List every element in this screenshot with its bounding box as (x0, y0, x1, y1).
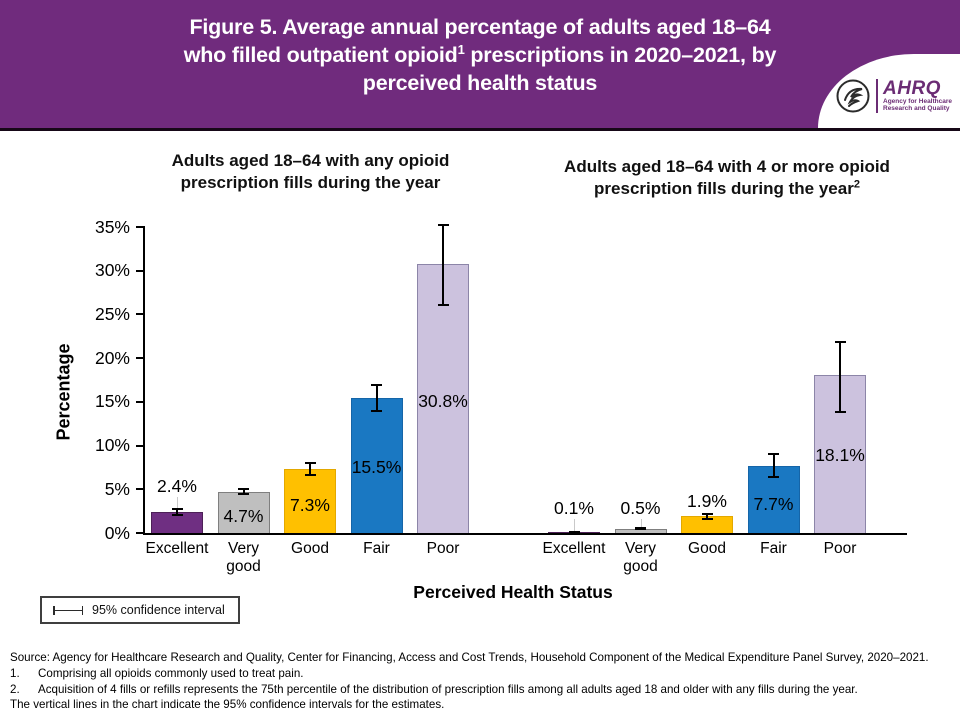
error-bar-line (375, 384, 378, 413)
error-bar-cap-top (635, 526, 646, 529)
error-bar-cap-top (768, 453, 779, 456)
y-tick-label: 0% (104, 522, 130, 543)
y-tick-mark (136, 357, 145, 360)
value-label: 7.3% (290, 494, 330, 515)
y-tick-mark (136, 488, 145, 491)
footnote-ref-2: 2 (853, 178, 860, 191)
leader-line (574, 518, 575, 533)
ahrq-logo-text: AHRQ Agency for Healthcare Research and … (883, 77, 954, 113)
value-label: 4.7% (223, 506, 264, 527)
bar (350, 397, 403, 533)
y-tick-mark (136, 269, 145, 272)
category-label: Fair (760, 540, 787, 557)
x-axis-title: Perceived Health Status (413, 582, 613, 602)
legend-box: 95% confidence interval (40, 596, 240, 624)
bar (417, 263, 469, 533)
error-bar-cap-bottom (834, 411, 846, 414)
value-label: 15.5% (351, 457, 402, 478)
title-banner: Figure 5. Average annual percentage of a… (0, 0, 960, 131)
logo-divider (876, 79, 878, 113)
confidence-interval-icon (53, 605, 83, 616)
leader-line (640, 518, 642, 529)
category-label: Poor (823, 540, 857, 557)
category-label: Fair (363, 540, 390, 557)
value-label: 7.7% (753, 494, 794, 515)
value-label: 0.1% (554, 497, 594, 518)
y-tick-mark (136, 400, 145, 403)
error-bar-cap-bottom (568, 531, 580, 533)
error-bar-line (772, 453, 775, 478)
footnote-1: 1. Comprising all opioids commonly used … (10, 666, 304, 680)
error-bar-cap-top (701, 512, 713, 515)
ahrq-acronym: AHRQ (883, 77, 941, 99)
value-label: 2.4% (157, 475, 197, 496)
error-bar-line (442, 224, 444, 306)
category-label: Good (688, 540, 726, 557)
y-tick-mark (136, 226, 145, 228)
y-tick-mark (136, 313, 145, 316)
error-bar-cap-bottom (238, 493, 249, 496)
error-bar-line (176, 507, 178, 517)
panel-title-4plus-fills: Adults aged 18–64 with 4 or more opioid … (564, 157, 890, 198)
category-label: Very good (226, 540, 261, 575)
source-line: Source: Agency for Healthcare Research a… (10, 651, 929, 664)
footnote-ref-1: 1 (457, 41, 465, 57)
category-label: Excellent (145, 540, 209, 557)
error-bar-cap-bottom (635, 528, 646, 531)
hhs-eagle-icon (836, 79, 870, 113)
value-label: 18.1% (815, 445, 865, 466)
category-label: Poor (426, 540, 460, 557)
footnotes: Source: Agency for Healthcare Research a… (10, 650, 956, 713)
error-bar-cap-top (304, 462, 316, 465)
error-bar-cap-bottom (171, 514, 183, 517)
error-bar-line (706, 512, 708, 520)
error-bar-line (839, 340, 841, 414)
error-bar-cap-bottom (701, 517, 713, 520)
error-bar-cap-top (238, 488, 249, 491)
error-bar-cap-top (371, 384, 382, 387)
error-bar-cap-top (171, 507, 183, 510)
figure-title: Figure 5. Average annual percentage of a… (0, 0, 960, 97)
category-label: Excellent (542, 540, 606, 557)
leader-line (177, 496, 178, 513)
y-tick-mark (136, 532, 145, 534)
ahrq-tagline-line2: Research and Quality (883, 105, 950, 112)
error-bar-cap-bottom (768, 475, 779, 478)
bar (284, 469, 336, 533)
y-tick-label: 15% (94, 391, 130, 412)
category-label: Very good (623, 540, 658, 575)
error-bar-line (242, 488, 245, 496)
value-label: 30.8% (418, 390, 468, 411)
footnote-2: 2. Acquisition of 4 fills or refills rep… (10, 682, 858, 696)
category-label: Good (291, 540, 329, 557)
y-tick-mark (136, 444, 145, 447)
y-tick-label: 30% (94, 260, 130, 281)
legend-label: 95% confidence interval (92, 603, 225, 617)
error-bar-cap-top (834, 340, 846, 343)
ahrq-tagline-line1: Agency for Healthcare (883, 97, 952, 105)
figure-title-line3: perceived health status (362, 71, 598, 95)
plot-area: 0% 5% 10% 15% 20% 25% 30% 35% 2.4% Excellent 4.7% V… (95, 217, 907, 575)
error-bar-cap-top (437, 224, 449, 227)
confidence-interval-note: The vertical lines in the chart indicate… (10, 698, 445, 712)
bar (217, 491, 270, 533)
y-tick-label: 10% (94, 435, 130, 456)
y-tick-label: 35% (94, 216, 130, 237)
panel-title-any-fills: Adults aged 18–64 with any opioid prescr… (171, 151, 450, 192)
figure-title-line1: Figure 5. Average annual percentage of a… (189, 15, 771, 39)
value-label: 0.5% (620, 497, 661, 518)
error-bar-cap-bottom (437, 303, 449, 306)
error-bar-line (309, 462, 311, 477)
figure-title-line2: who filled outpatient opioid1 prescripti… (183, 41, 777, 67)
value-label: 1.9% (687, 491, 727, 512)
error-bar-cap-bottom (304, 474, 316, 477)
error-bar-cap-bottom (371, 410, 382, 413)
y-tick-label: 5% (104, 478, 130, 499)
y-tick-label: 20% (94, 347, 130, 368)
y-tick-label: 25% (94, 303, 130, 324)
